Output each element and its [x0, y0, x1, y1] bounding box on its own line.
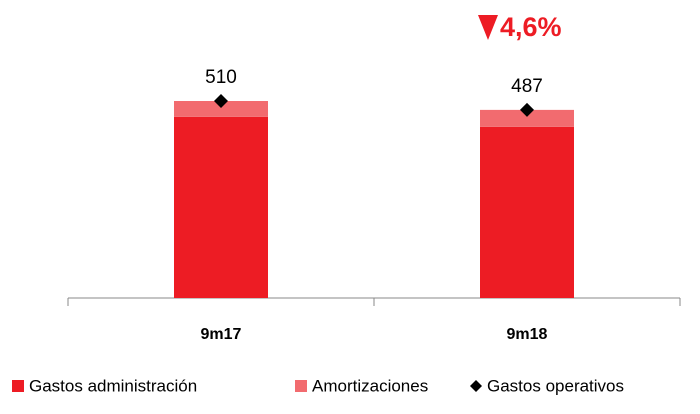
legend-label: Gastos operativos	[487, 376, 624, 395]
x-tick-label: 9m18	[507, 326, 548, 343]
value-label: 487	[511, 76, 543, 97]
legend-swatch	[295, 380, 307, 392]
decrease-arrow	[478, 15, 498, 40]
bar	[480, 109, 574, 127]
value-label: 510	[205, 67, 237, 88]
legend-swatch	[12, 380, 24, 392]
x-tick-label: 9m17	[201, 326, 242, 343]
annotation: 4,6%	[500, 12, 562, 42]
marker	[520, 102, 534, 117]
bar	[480, 126, 574, 298]
marker	[214, 94, 228, 108]
bar	[174, 116, 268, 299]
legend-label: Amortizaciones	[312, 376, 428, 395]
bar	[174, 101, 268, 117]
legend-marker	[470, 380, 482, 392]
legend-label: Gastos administración	[29, 376, 197, 395]
